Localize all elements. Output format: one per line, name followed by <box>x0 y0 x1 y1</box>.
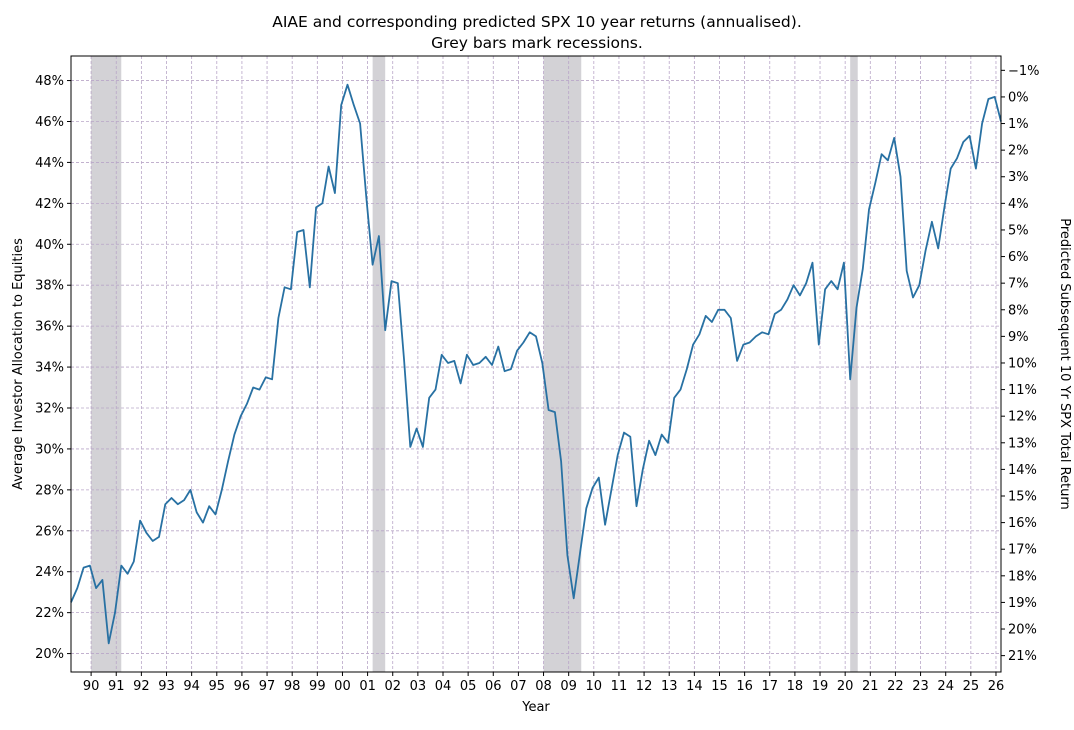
y-right-tick-label: 14% <box>1008 463 1037 478</box>
x-tick-label: 90 <box>83 679 100 694</box>
x-tick-label: 96 <box>234 679 251 694</box>
y-right-tick-label: 9% <box>1008 330 1029 345</box>
x-tick-label: 18 <box>787 679 804 694</box>
x-tick-label: 08 <box>535 679 552 694</box>
x-tick-label: 26 <box>988 679 1005 694</box>
y-tick-label: 22% <box>35 606 64 621</box>
x-tick-label: 92 <box>133 679 150 694</box>
y-right-tick-label: 13% <box>1008 436 1037 451</box>
x-tick-label: 98 <box>284 679 301 694</box>
x-tick-label: 25 <box>963 679 980 694</box>
y-right-tick-label: 1% <box>1008 117 1029 132</box>
y-right-tick-label: 20% <box>1008 623 1037 638</box>
x-tick-label: 01 <box>359 679 376 694</box>
x-tick-label: 02 <box>384 679 401 694</box>
y-right-tick-label: 4% <box>1008 197 1029 212</box>
y-right-tick-label: 5% <box>1008 223 1029 238</box>
y-right-tick-label: 10% <box>1008 356 1037 371</box>
x-tick-label: 12 <box>636 679 653 694</box>
y-axis-right: −1% 0% 1% 2% 3% 4% 5% 6% 7% 8% 9% 10% 11% 12% 13% 14% 15… <box>1001 64 1040 664</box>
y-right-tick-label: −1% <box>1008 64 1040 79</box>
x-tick-label: 06 <box>485 679 502 694</box>
x-tick-label: 20 <box>837 679 854 694</box>
y-tick-label: 38% <box>35 279 64 294</box>
x-tick-label: 94 <box>183 679 200 694</box>
y-right-tick-label: 8% <box>1008 303 1029 318</box>
y-right-tick-label: 16% <box>1008 516 1037 531</box>
y-tick-label: 26% <box>35 524 64 539</box>
recession-band <box>543 56 582 672</box>
x-tick-label: 03 <box>410 679 427 694</box>
y-right-tick-label: 17% <box>1008 543 1037 558</box>
x-tick-label: 13 <box>661 679 678 694</box>
y-right-tick-label: 19% <box>1008 596 1037 611</box>
recession-band <box>850 56 858 672</box>
x-tick-label: 19 <box>812 679 829 694</box>
x-tick-label: 17 <box>761 679 778 694</box>
x-tick-label: 99 <box>309 679 326 694</box>
y-tick-label: 32% <box>35 402 64 417</box>
y-right-tick-label: 6% <box>1008 250 1029 265</box>
y-right-tick-label: 3% <box>1008 170 1029 185</box>
y-tick-label: 40% <box>35 238 64 253</box>
x-tick-label: 97 <box>259 679 276 694</box>
x-tick-label: 15 <box>711 679 728 694</box>
x-tick-label: 07 <box>510 679 527 694</box>
y-tick-label: 48% <box>35 74 64 89</box>
x-tick-label: 09 <box>560 679 577 694</box>
x-tick-label: 00 <box>334 679 351 694</box>
y-right-tick-label: 0% <box>1008 90 1029 105</box>
x-tick-label: 04 <box>435 679 452 694</box>
series-line <box>70 83 1002 645</box>
y-axis-left: 20% 22% 24% 26% 28% 30% 32% 34% 36% 38% 40% 42% 44% 4… <box>35 74 71 662</box>
y-axis-label-left: Average Investor Allocation to Equities <box>11 238 26 490</box>
plot-frame <box>70 55 1002 673</box>
y-tick-label: 20% <box>35 647 64 662</box>
x-tick-label: 16 <box>736 679 753 694</box>
x-tick-label: 95 <box>209 679 226 694</box>
y-tick-label: 24% <box>35 565 64 580</box>
y-right-tick-label: 7% <box>1008 277 1029 292</box>
y-right-tick-label: 11% <box>1008 383 1037 398</box>
y-tick-label: 28% <box>35 483 64 498</box>
y-axis-label-right: Predicted Subsequent 10 Yr SPX Total Ret… <box>1057 218 1072 509</box>
chart-subtitle: Grey bars mark recessions. <box>431 34 643 52</box>
x-tick-label: 24 <box>937 679 954 694</box>
x-tick-label: 11 <box>611 679 628 694</box>
recession-band <box>91 56 122 672</box>
x-tick-label: 14 <box>686 679 703 694</box>
x-tick-label: 21 <box>862 679 879 694</box>
recession-band <box>372 56 386 672</box>
y-right-tick-label: 15% <box>1008 490 1037 505</box>
y-tick-label: 44% <box>35 156 64 171</box>
y-right-tick-label: 18% <box>1008 569 1037 584</box>
data-series <box>70 83 1002 645</box>
x-axis-label: Year <box>521 700 550 715</box>
y-tick-label: 46% <box>35 115 64 130</box>
y-right-tick-label: 12% <box>1008 410 1037 425</box>
y-tick-label: 36% <box>35 320 64 335</box>
chart-title: AIAE and corresponding predicted SPX 10 … <box>272 13 802 31</box>
x-tick-label: 23 <box>912 679 929 694</box>
y-right-tick-label: 2% <box>1008 144 1029 159</box>
y-right-tick-label: 21% <box>1008 649 1037 664</box>
x-tick-label: 10 <box>586 679 603 694</box>
x-tick-label: 91 <box>108 679 125 694</box>
x-tick-label: 93 <box>158 679 175 694</box>
y-tick-label: 42% <box>35 197 64 212</box>
x-axis: 90 91 92 93 94 95 96 97 98 99 00 01 02 03 04 05 06 07 08 09… <box>83 672 1004 694</box>
y-tick-label: 34% <box>35 361 64 376</box>
y-tick-label: 30% <box>35 442 64 457</box>
grid-lines <box>71 56 1001 672</box>
x-tick-label: 22 <box>887 679 904 694</box>
x-tick-label: 05 <box>460 679 477 694</box>
